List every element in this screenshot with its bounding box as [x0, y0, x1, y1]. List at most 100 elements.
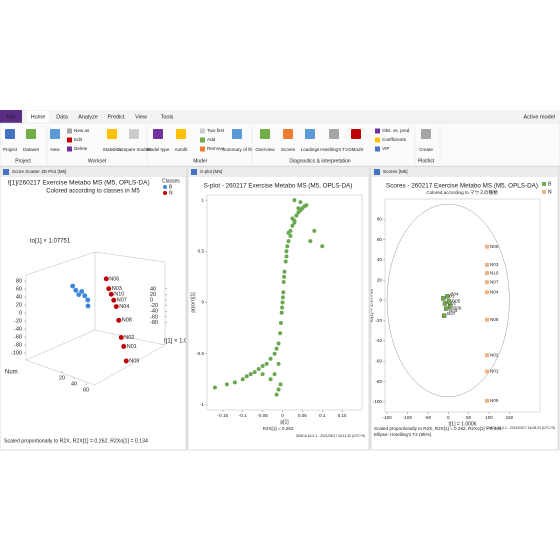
point: [272, 372, 277, 377]
ribbon-button[interactable]: New as: [74, 128, 90, 133]
window-title: S-plot [M5]: [200, 169, 222, 174]
point: [308, 239, 313, 244]
window-title: Scores [M5]: [383, 169, 408, 174]
tick-label: 40: [150, 286, 156, 292]
y-tick-label: 1: [201, 197, 204, 202]
ribbon-button[interactable]: Create: [419, 147, 433, 152]
point: [484, 369, 489, 374]
menu-tab[interactable]: View: [135, 114, 147, 120]
ribbon-button[interactable]: Summary of fit: [222, 147, 252, 152]
ribbon-button[interactable]: Project: [3, 147, 18, 152]
point-label: N04: [490, 290, 499, 295]
ribbon-button[interactable]: Loadings: [301, 147, 320, 152]
x-tick-label: 0.15: [338, 413, 347, 418]
ribbon-button[interactable]: Obs. vs. pred.: [382, 128, 411, 133]
point-3d: [111, 297, 117, 303]
file-tab-bg[interactable]: [0, 110, 22, 123]
ribbon-icon: [67, 128, 72, 134]
point-3d: [116, 317, 122, 324]
ribbon-button[interactable]: Statistics: [103, 147, 122, 152]
point: [285, 244, 290, 249]
menu-tab[interactable]: Tools: [161, 114, 174, 120]
ribbon-icon: [67, 137, 72, 143]
point: [278, 320, 283, 325]
tick-label: 20: [59, 375, 65, 381]
point: [298, 200, 303, 205]
point: [212, 385, 217, 390]
menu-tab[interactable]: Data: [56, 114, 69, 120]
point: [280, 305, 285, 310]
menu-tab[interactable]: Predict: [107, 114, 125, 120]
point: [248, 372, 253, 377]
plot-footer: Ellipse: Hotelling's T2 (95%): [374, 432, 432, 437]
point: [442, 301, 448, 306]
plot-footer: R2X[1] = 0.262: [263, 426, 294, 431]
menu-tab[interactable]: Home: [31, 114, 46, 120]
panel-scores: [370, 166, 559, 451]
point-label: N07: [490, 279, 499, 284]
point-label: N04: [119, 304, 129, 310]
scores-area: Scores - 260217 Exercise Metabo MS (M5, …: [371, 181, 555, 437]
ribbon-button[interactable]: Coefficients: [382, 137, 407, 142]
point: [256, 367, 261, 372]
ribbon-button[interactable]: Overview: [255, 147, 275, 152]
ribbon-button[interactable]: Delete: [74, 146, 88, 151]
home-tab-bg[interactable]: [27, 111, 49, 123]
point: [278, 382, 283, 387]
menu-tab[interactable]: Analyze: [78, 114, 98, 120]
axis-label: Num: [5, 370, 18, 376]
point-label: B02: [448, 301, 457, 306]
point-3d: [73, 287, 79, 294]
point-label: N01: [490, 369, 499, 374]
ribbon-button[interactable]: New: [50, 147, 60, 152]
point: [281, 280, 286, 285]
panel-splot: [187, 166, 370, 451]
tick-label: 40: [71, 381, 77, 387]
plot-title: Scores - 260217 Exercise Metabo MS (M5, …: [386, 183, 538, 190]
ribbon-button[interactable]: Add: [207, 137, 216, 142]
window-icon: [374, 169, 380, 175]
legend-label: B: [548, 181, 552, 187]
ribbon-button[interactable]: Scores: [281, 147, 296, 152]
ribbon-button[interactable]: Compare models: [117, 147, 153, 152]
point: [288, 233, 293, 238]
point: [441, 313, 447, 318]
ribbon-button[interactable]: Model type: [147, 147, 170, 152]
ribbon-button[interactable]: Remove: [207, 146, 225, 151]
point-label: N06: [490, 244, 499, 249]
ribbon-button[interactable]: Dataset: [23, 147, 40, 152]
point: [292, 198, 297, 203]
point: [240, 377, 245, 382]
ribbon-button[interactable]: Edit: [74, 137, 83, 142]
y-tick-label: 0: [379, 298, 382, 303]
point: [484, 353, 489, 358]
tick-label: -80: [150, 320, 158, 326]
x-tick-label: -0.05: [257, 413, 268, 418]
point-label: B05: [452, 299, 461, 304]
x-tick-label: -50: [425, 415, 432, 420]
ribbon-button[interactable]: DModX: [348, 147, 363, 152]
menu-tab[interactable]: File: [7, 114, 16, 120]
x-tick-label: -100: [403, 415, 413, 420]
ribbon-button[interactable]: Two first: [207, 128, 225, 133]
window-title: Score Scatter 3D Plot [M5]: [12, 169, 66, 174]
ribbon-icon: [375, 137, 380, 143]
point: [281, 290, 286, 295]
y-tick-label: -20: [375, 318, 382, 323]
point: [290, 216, 295, 221]
ribbon-button[interactable]: Autofit: [174, 147, 188, 152]
legend-label: N: [548, 189, 552, 195]
ribbon-button[interactable]: VIP: [382, 146, 389, 151]
ribbon-button[interactable]: Hotelling's T2: [320, 147, 348, 152]
x-tick-label: 0.1: [319, 413, 326, 418]
point: [282, 274, 287, 279]
y-axis-label: p(corr)[1]: [190, 292, 196, 313]
titlebar: [371, 167, 558, 177]
x-axis-label: p[1]: [280, 419, 289, 425]
ribbon-icon: [200, 137, 205, 143]
point: [484, 262, 489, 267]
point: [272, 351, 277, 356]
ribbon-group-label: Diagnostics & interpretation: [289, 158, 350, 164]
hotelling-ellipse: [386, 203, 510, 398]
point-3d: [85, 303, 91, 309]
